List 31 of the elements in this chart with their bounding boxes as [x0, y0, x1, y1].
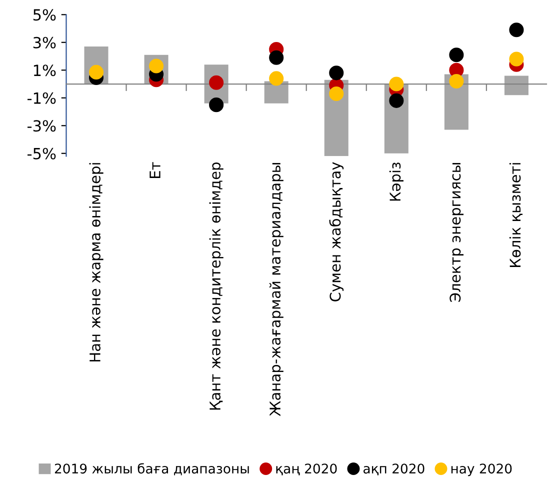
- legend-label: қаң 2020: [276, 464, 337, 476]
- point: [449, 48, 464, 62]
- point: [269, 50, 284, 65]
- x-tick-label: Нан және жарма өнімдері: [89, 163, 104, 362]
- x-tick-label: Қант және кондитерлік өнімдер: [209, 162, 224, 410]
- y-tick-label: 5%: [33, 9, 56, 21]
- bar: [504, 76, 528, 96]
- point: [509, 52, 524, 66]
- x-tick-label: Кәріз: [389, 162, 404, 201]
- point: [269, 71, 284, 86]
- point: [329, 66, 344, 80]
- y-tick-label: -1%: [28, 92, 56, 104]
- x-tick-label: Сумен жабдықтау: [329, 162, 344, 302]
- point: [389, 76, 404, 92]
- bar: [264, 81, 288, 104]
- point: [209, 98, 224, 112]
- point: [509, 22, 524, 38]
- x-tick-label: Ет: [150, 162, 160, 178]
- legend-label: 2019 жылы баға диапазоны: [54, 463, 249, 476]
- y-tick-label: 1%: [34, 64, 56, 76]
- point: [329, 86, 344, 102]
- legend-label: нау 2020: [451, 464, 512, 476]
- legend-label: ақп 2020: [364, 464, 424, 476]
- point: [389, 93, 404, 108]
- x-tick-label: Көлік қызметі: [509, 163, 523, 267]
- y-tick-label: -5%: [28, 148, 56, 160]
- x-tick-label: Электр энергиясы: [450, 163, 464, 302]
- x-tick-label: Жанар-жағармай материалдары: [269, 163, 284, 416]
- y-tick-label: 3%: [33, 36, 56, 48]
- y-tick-label: -3%: [28, 120, 56, 132]
- point: [449, 74, 464, 89]
